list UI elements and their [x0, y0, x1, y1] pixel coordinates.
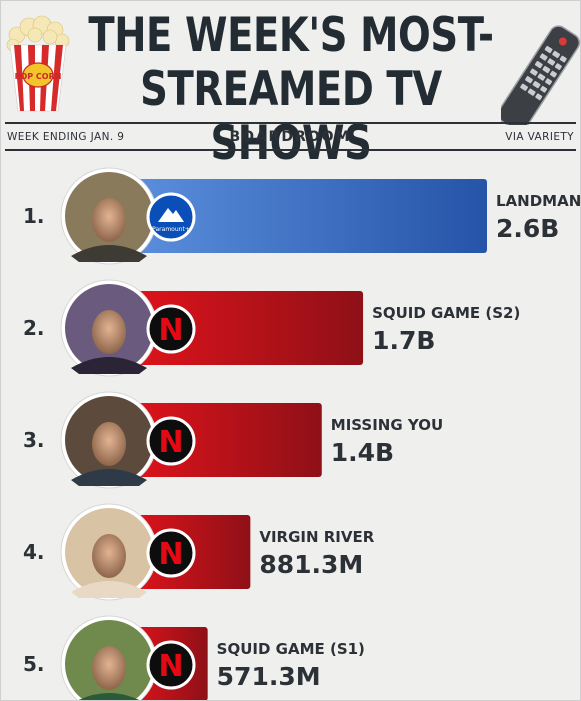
value-label: 1.7B	[372, 326, 435, 355]
rank-label: 5.	[23, 652, 45, 676]
rank-label: 4.	[23, 540, 45, 564]
paramount-plus-logo-icon: Paramount+	[146, 192, 196, 242]
popcorn-box-label: POP CORN	[15, 72, 62, 81]
show-name-label: VIRGIN RIVER	[259, 528, 374, 546]
svg-text:POP CORN: POP CORN	[15, 72, 62, 81]
svg-text:N: N	[158, 537, 183, 572]
netflix-logo-icon: N	[146, 416, 196, 466]
svg-text:N: N	[158, 313, 183, 348]
svg-text:N: N	[158, 425, 183, 460]
value-label: 1.4B	[331, 438, 394, 467]
show-portrait	[60, 391, 158, 489]
value-label: 2.6B	[496, 214, 559, 243]
bar-row: 2. N SQUID GAME (S2) 1.7B	[23, 279, 520, 377]
brand-label: BOARDROOM	[229, 129, 352, 145]
bar-row: 5. N SQUID GAME (S1) 571.3M	[23, 615, 365, 700]
rank-label: 3.	[23, 428, 45, 452]
page-title: THE WEEK'S MOST- STREAMED TV SHOWS	[54, 9, 529, 171]
value-label: 571.3M	[217, 662, 321, 691]
netflix-logo-icon: N	[146, 640, 196, 690]
bar-row: 3. N MISSING YOU 1.4B	[23, 391, 443, 489]
svg-text:N: N	[158, 649, 183, 684]
rank-label: 2.	[23, 316, 45, 340]
tv-remote-icon	[501, 25, 580, 125]
show-name-label: SQUID GAME (S2)	[372, 304, 520, 322]
show-portrait	[60, 167, 158, 265]
title-line-1: THE WEEK'S MOST-	[88, 8, 494, 63]
popcorn-icon	[6, 15, 70, 112]
svg-text:Paramount+: Paramount+	[152, 226, 190, 233]
bar-chart: 1. Paramount+ LANDMAN 2.6B 2. N SQUID GAME (S2…	[23, 167, 581, 700]
week-ending-label: WEEK ENDING JAN. 9	[7, 131, 125, 143]
source-label: VIA VARIETY	[505, 131, 574, 143]
title-line-2: STREAMED TV SHOWS	[140, 62, 442, 171]
show-name-label: SQUID GAME (S1)	[217, 640, 365, 658]
header-divider-bottom	[5, 149, 576, 151]
bar-row: 4. N VIRGIN RIVER 881.3M	[23, 503, 375, 601]
bar-row: 1. Paramount+ LANDMAN 2.6B	[23, 167, 581, 265]
show-portrait	[60, 503, 158, 601]
rank-label: 1.	[23, 204, 45, 228]
value-label: 881.3M	[259, 550, 363, 579]
netflix-logo-icon: N	[146, 528, 196, 578]
header-divider-top	[5, 122, 576, 124]
show-name-label: LANDMAN	[496, 192, 581, 210]
show-portrait	[60, 615, 158, 700]
bar	[129, 179, 487, 253]
show-portrait	[60, 279, 158, 377]
netflix-logo-icon: N	[146, 304, 196, 354]
show-name-label: MISSING YOU	[331, 416, 443, 434]
